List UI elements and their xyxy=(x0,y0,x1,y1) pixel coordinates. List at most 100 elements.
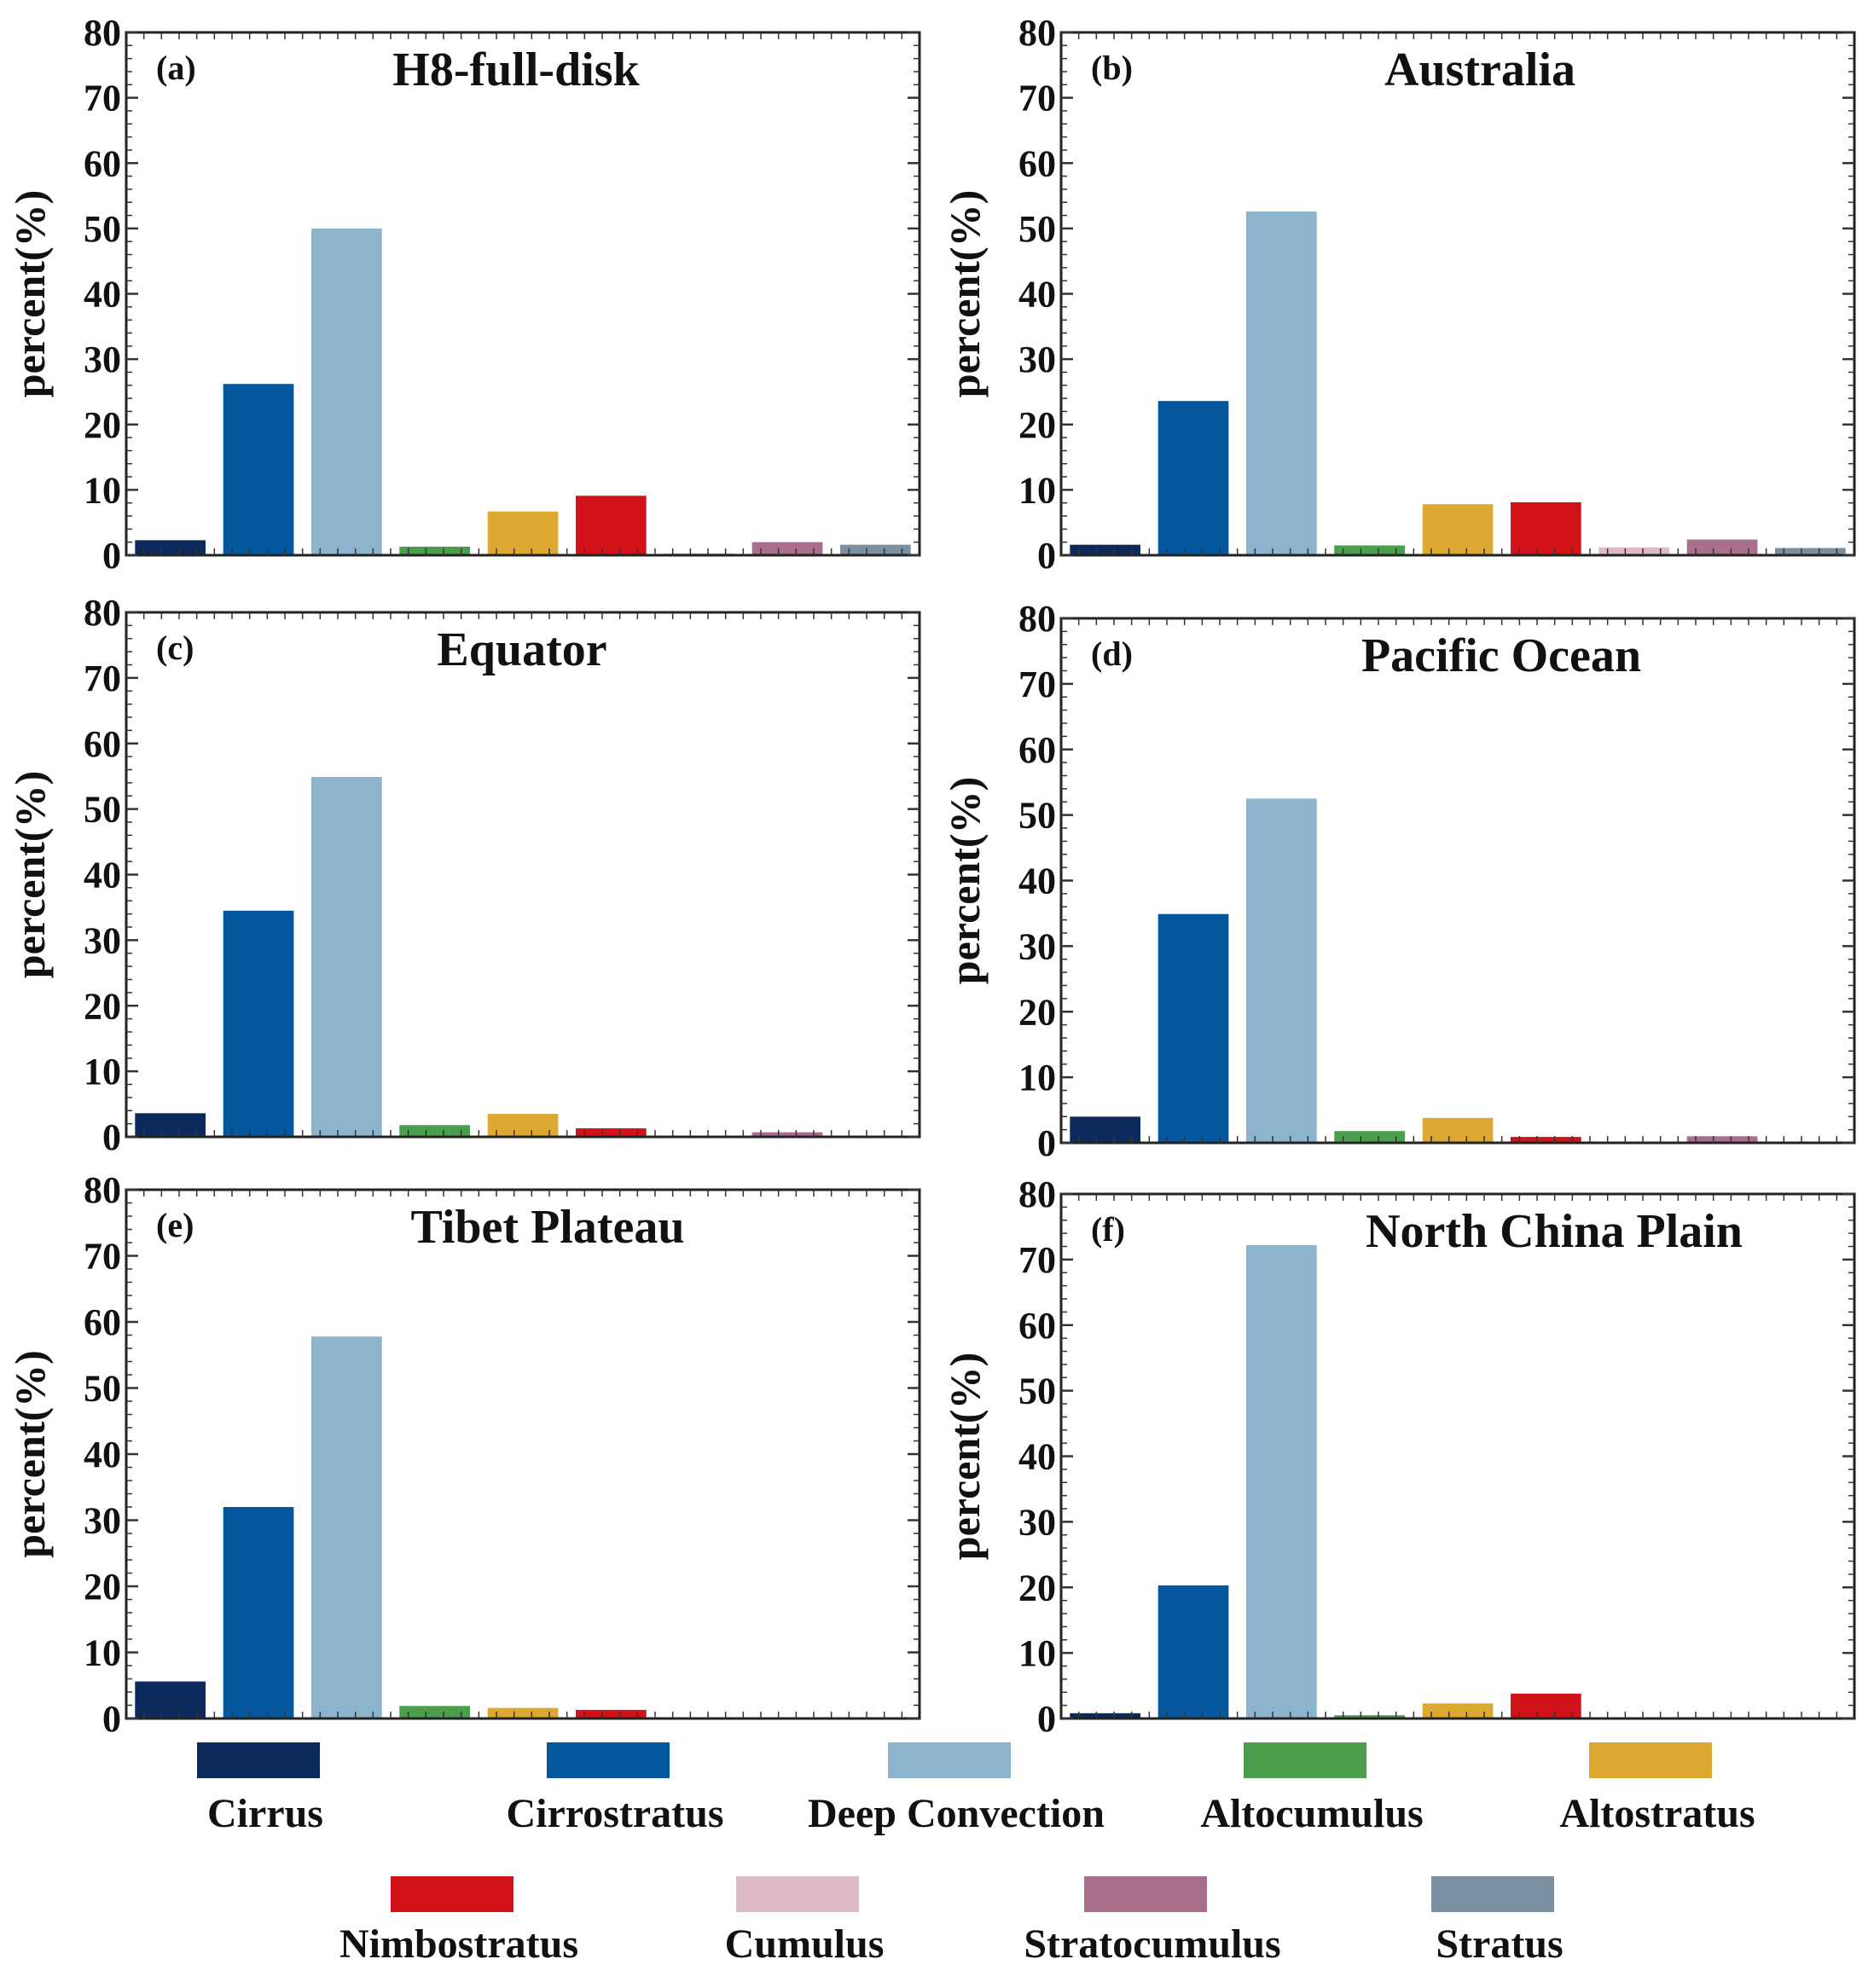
bar-deep-convection xyxy=(311,1336,382,1718)
legend-swatch xyxy=(547,1742,670,1778)
chart-title: Tibet Plateau xyxy=(411,1201,685,1254)
legend-item-deep-convection: Deep Convection xyxy=(808,1742,1105,1836)
y-tick-label: 60 xyxy=(1018,1305,1056,1347)
legend-swatch xyxy=(1589,1742,1712,1778)
bar-altostratus xyxy=(1422,504,1494,555)
bar-deep-convection xyxy=(1246,1245,1317,1718)
bar-deep-convection xyxy=(1246,212,1317,555)
panel-label: (c) xyxy=(156,629,194,667)
y-axis-label: percent(%) xyxy=(941,777,989,984)
chart-panel-a: 0 10 20 30 40 50 60 70 80 percent(%) (a) H8-full-di… xyxy=(6,12,921,577)
panel-label: (b) xyxy=(1091,49,1133,87)
y-tick-label: 50 xyxy=(1018,795,1056,837)
legend-item-cirrus: Cirrus xyxy=(197,1742,323,1836)
chart-title: Equator xyxy=(437,623,606,676)
legend-label: Altocumulus xyxy=(1200,1791,1423,1836)
y-tick-label: 0 xyxy=(102,1698,121,1740)
bar-altostratus xyxy=(487,1114,559,1137)
chart-title: North China Plain xyxy=(1366,1205,1743,1258)
y-tick-label: 70 xyxy=(84,1236,121,1278)
chart-panels: 0 10 20 30 40 50 60 70 80 percent(%) (a) H8-full-di… xyxy=(6,12,1856,1740)
chart-title: Australia xyxy=(1384,43,1575,96)
bar-altostratus xyxy=(487,511,559,555)
bar-stratocumulus xyxy=(751,1132,823,1137)
legend-swatch xyxy=(736,1876,859,1912)
y-tick-label: 50 xyxy=(1018,1371,1056,1412)
bar-altocumulus xyxy=(1334,1715,1405,1718)
bar-nimbostratus xyxy=(1511,501,1581,555)
y-tick-label: 60 xyxy=(84,142,121,184)
bar-altostratus xyxy=(1422,1703,1494,1718)
bar-deep-convection xyxy=(311,228,382,555)
bar-nimbostratus xyxy=(1511,1693,1581,1718)
y-tick-label: 80 xyxy=(1018,12,1056,54)
y-tick-label: 40 xyxy=(1018,274,1056,316)
y-tick-label: 70 xyxy=(84,658,121,699)
legend-item-altostratus: Altostratus xyxy=(1559,1742,1755,1836)
y-tick-label: 30 xyxy=(1018,925,1056,967)
y-tick-label: 50 xyxy=(1018,208,1056,250)
bar-cirrus xyxy=(1070,1713,1140,1718)
bar-nimbostratus xyxy=(1511,1137,1581,1143)
y-tick-label: 30 xyxy=(1018,1501,1056,1543)
y-tick-label: 30 xyxy=(84,1500,121,1542)
bar-stratus xyxy=(1775,548,1846,555)
legend-label: Nimbostratus xyxy=(339,1921,578,1967)
y-tick-label: 0 xyxy=(102,1116,121,1158)
legend-item-stratocumulus: Stratocumulus xyxy=(1024,1876,1281,1967)
bar-stratocumulus xyxy=(1686,1136,1758,1143)
bar-cirrostratus xyxy=(1157,401,1229,555)
y-tick-label: 60 xyxy=(1018,142,1056,184)
chart-title: Pacific Ocean xyxy=(1361,629,1641,682)
panel-label: (f) xyxy=(1091,1210,1125,1249)
chart-panel-e: 0 10 20 30 40 50 60 70 80 percent(%) (e) Tibet Plat… xyxy=(6,1169,921,1740)
bar-altostratus xyxy=(487,1707,559,1718)
bar-nimbostratus xyxy=(576,496,647,555)
y-tick-label: 20 xyxy=(1018,1567,1056,1608)
legend-item-altocumulus: Altocumulus xyxy=(1200,1742,1424,1836)
bar-cirrostratus xyxy=(1157,1585,1229,1718)
y-tick-label: 0 xyxy=(1037,1122,1056,1164)
y-tick-label: 80 xyxy=(1018,598,1056,640)
y-tick-label: 80 xyxy=(84,592,121,634)
chart-panel-c: 0 10 20 30 40 50 60 70 80 percent(%) (c) Equator xyxy=(6,592,921,1158)
y-tick-label: 20 xyxy=(84,985,121,1027)
chart-title: H8-full-disk xyxy=(392,43,640,96)
y-tick-label: 30 xyxy=(84,919,121,961)
bar-deep-convection xyxy=(311,777,382,1137)
bar-cirrostratus xyxy=(223,384,294,555)
bar-deep-convection xyxy=(1246,798,1317,1143)
y-tick-label: 10 xyxy=(1018,469,1056,511)
y-tick-label: 20 xyxy=(84,1566,121,1608)
bar-cirrus xyxy=(1070,1116,1140,1144)
legend-item-cirrostratus: Cirrostratus xyxy=(506,1742,724,1836)
y-tick-label: 20 xyxy=(1018,991,1056,1033)
bar-altostratus xyxy=(1422,1117,1494,1143)
bar-altocumulus xyxy=(399,1125,470,1137)
y-tick-label: 30 xyxy=(1018,339,1056,380)
bar-cirrus xyxy=(1070,544,1140,555)
y-tick-label: 10 xyxy=(1018,1632,1056,1674)
y-tick-label: 70 xyxy=(1018,664,1056,705)
y-tick-label: 10 xyxy=(1018,1057,1056,1098)
chart-panel-b: 0 10 20 30 40 50 60 70 80 percent(%) (b) Australia xyxy=(941,12,1856,577)
panel-label: (d) xyxy=(1091,635,1133,673)
bar-cirrostratus xyxy=(223,1507,294,1718)
y-tick-label: 80 xyxy=(1018,1174,1056,1215)
y-tick-label: 0 xyxy=(1037,1698,1056,1740)
y-tick-label: 10 xyxy=(84,469,121,511)
bar-cirrus xyxy=(135,1113,206,1137)
bar-nimbostratus xyxy=(576,1128,647,1137)
y-tick-label: 40 xyxy=(84,1434,121,1475)
y-tick-label: 10 xyxy=(84,1632,121,1674)
y-tick-label: 40 xyxy=(1018,861,1056,902)
y-axis-label: percent(%) xyxy=(6,1350,54,1557)
y-tick-label: 60 xyxy=(84,1301,121,1343)
y-tick-label: 70 xyxy=(84,78,121,119)
bar-altocumulus xyxy=(1334,545,1405,555)
chart-panel-f: 0 10 20 30 40 50 60 70 80 percent(%) (f) North Chin… xyxy=(941,1174,1856,1740)
legend-swatch xyxy=(197,1742,320,1778)
y-tick-label: 20 xyxy=(84,404,121,446)
legend-label: Stratus xyxy=(1436,1921,1563,1967)
